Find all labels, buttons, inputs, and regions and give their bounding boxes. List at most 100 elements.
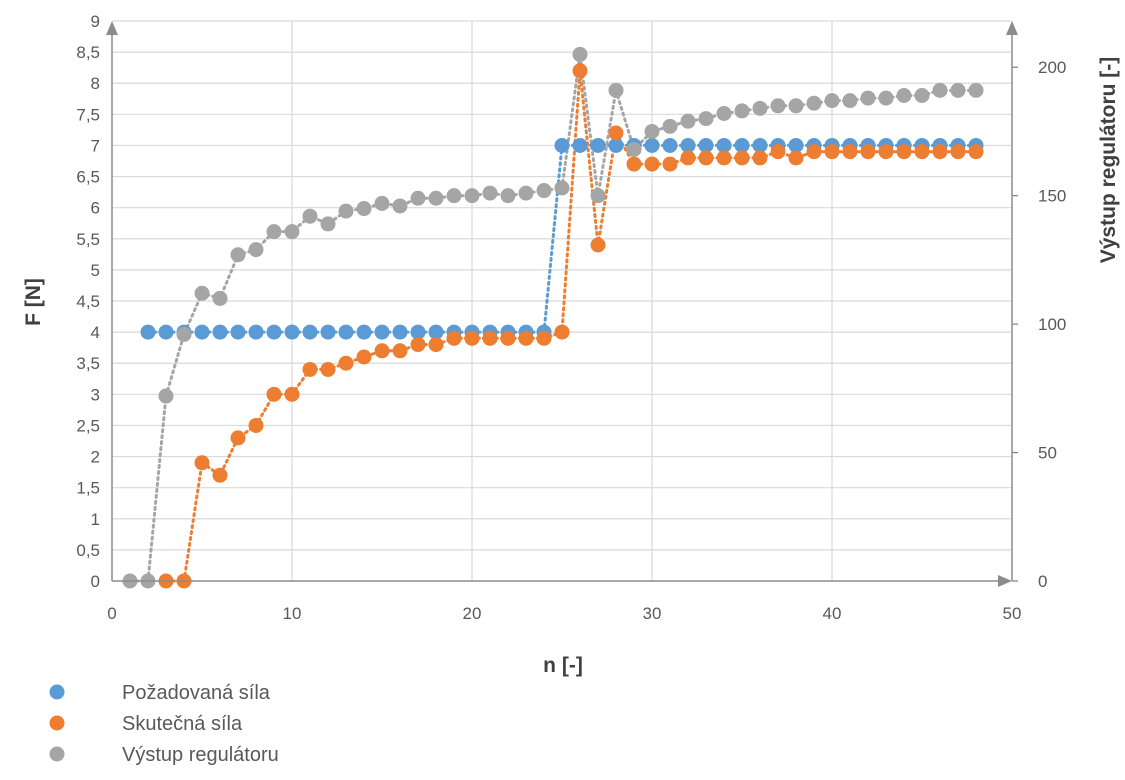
data-point-series-3 bbox=[212, 290, 228, 306]
legend-marker-1 bbox=[49, 684, 65, 700]
data-point-series-1 bbox=[212, 324, 228, 340]
gridlines bbox=[112, 20, 1012, 581]
data-point-series-1 bbox=[338, 324, 354, 340]
data-point-series-2 bbox=[914, 144, 930, 160]
data-point-series-2 bbox=[806, 144, 822, 160]
data-point-series-2 bbox=[626, 156, 642, 172]
data-point-series-3 bbox=[824, 93, 840, 109]
data-point-series-2 bbox=[194, 455, 210, 471]
data-point-series-3 bbox=[176, 326, 192, 342]
data-point-series-2 bbox=[824, 144, 840, 160]
data-point-series-3 bbox=[338, 203, 354, 219]
data-point-series-3 bbox=[518, 185, 534, 201]
x-tick-label: 0 bbox=[107, 604, 116, 623]
y-tick-label: 5 bbox=[91, 261, 100, 280]
data-point-series-2 bbox=[212, 467, 228, 483]
data-point-series-2 bbox=[896, 144, 912, 160]
y-axis-title: F [N] bbox=[22, 278, 45, 326]
data-point-series-2 bbox=[482, 330, 498, 346]
data-point-series-1 bbox=[302, 324, 318, 340]
data-point-series-2 bbox=[464, 330, 480, 346]
data-point-series-1 bbox=[140, 324, 156, 340]
data-point-series-3 bbox=[482, 185, 498, 201]
y-tick-label: 9 bbox=[91, 12, 100, 31]
data-point-series-3 bbox=[302, 208, 318, 224]
data-point-series-3 bbox=[932, 82, 948, 98]
data-point-series-2 bbox=[662, 156, 678, 172]
data-point-series-2 bbox=[410, 337, 426, 353]
data-point-series-2 bbox=[734, 150, 750, 166]
data-point-series-2 bbox=[266, 386, 282, 402]
y-tick-label: 5,5 bbox=[76, 230, 100, 249]
data-point-series-2 bbox=[536, 330, 552, 346]
data-point-series-2 bbox=[572, 63, 588, 79]
y-tick-label: 7,5 bbox=[76, 105, 100, 124]
data-point-series-1 bbox=[320, 324, 336, 340]
data-point-series-3 bbox=[914, 87, 930, 103]
y-tick-label: 3 bbox=[91, 385, 100, 404]
data-point-series-2 bbox=[446, 330, 462, 346]
x-tick-label: 50 bbox=[1003, 604, 1022, 623]
data-point-series-1 bbox=[680, 137, 696, 153]
data-point-series-1 bbox=[230, 324, 246, 340]
data-point-series-3 bbox=[860, 90, 876, 106]
data-point-series-3 bbox=[734, 103, 750, 119]
y2-tick-label: 200 bbox=[1038, 58, 1066, 77]
data-point-series-1 bbox=[788, 137, 804, 153]
legend-label-1: Požadovaná síla bbox=[122, 682, 271, 704]
data-point-series-2 bbox=[860, 144, 876, 160]
data-point-series-3 bbox=[968, 82, 984, 98]
data-point-series-3 bbox=[644, 123, 660, 139]
data-point-series-1 bbox=[392, 324, 408, 340]
data-point-series-3 bbox=[680, 113, 696, 129]
data-point-series-3 bbox=[698, 111, 714, 127]
data-point-series-2 bbox=[788, 150, 804, 166]
data-point-series-2 bbox=[878, 144, 894, 160]
legend-marker-3 bbox=[49, 746, 65, 762]
data-point-series-1 bbox=[572, 137, 588, 153]
data-point-series-2 bbox=[752, 150, 768, 166]
y2-tick-label: 150 bbox=[1038, 187, 1066, 206]
data-point-series-1 bbox=[158, 324, 174, 340]
axes bbox=[106, 21, 1018, 587]
y2-tick-label: 50 bbox=[1038, 444, 1057, 463]
data-point-series-3 bbox=[392, 198, 408, 214]
data-point-series-1 bbox=[698, 137, 714, 153]
y-tick-label: 4 bbox=[91, 323, 100, 342]
data-point-series-3 bbox=[572, 46, 588, 62]
y-tick-label: 1,5 bbox=[76, 479, 100, 498]
data-point-series-1 bbox=[248, 324, 264, 340]
data-point-series-3 bbox=[896, 87, 912, 103]
data-point-series-3 bbox=[320, 216, 336, 232]
data-point-series-2 bbox=[770, 144, 786, 160]
data-point-series-2 bbox=[338, 355, 354, 371]
data-point-series-3 bbox=[266, 224, 282, 240]
data-point-series-2 bbox=[644, 156, 660, 172]
y-tick-label: 8,5 bbox=[76, 43, 100, 62]
data-point-series-2 bbox=[356, 349, 372, 365]
data-point-series-2 bbox=[284, 386, 300, 402]
data-point-series-3 bbox=[806, 95, 822, 111]
y2-axis-title: Výstup regulátoru [-] bbox=[1097, 57, 1120, 264]
data-point-series-3 bbox=[626, 141, 642, 157]
data-point-series-3 bbox=[842, 93, 858, 109]
legend-label-3: Výstup regulátoru bbox=[122, 744, 279, 766]
data-point-series-2 bbox=[302, 361, 318, 377]
series-line-3 bbox=[128, 54, 978, 583]
data-point-series-2 bbox=[590, 237, 606, 253]
data-point-series-3 bbox=[716, 105, 732, 121]
data-point-series-2 bbox=[698, 150, 714, 166]
y-axis-arrow bbox=[106, 21, 118, 35]
data-point-series-3 bbox=[284, 224, 300, 240]
data-point-series-2 bbox=[500, 330, 516, 346]
data-point-series-3 bbox=[194, 285, 210, 301]
x-axis-title: n [-] bbox=[543, 654, 583, 677]
data-point-series-3 bbox=[950, 82, 966, 98]
y-tick-label: 6 bbox=[91, 199, 100, 218]
y2-axis-arrow bbox=[1006, 21, 1018, 35]
data-point-series-3 bbox=[590, 188, 606, 204]
data-point-series-1 bbox=[554, 137, 570, 153]
data-point-series-3 bbox=[770, 98, 786, 114]
y-tick-label: 4,5 bbox=[76, 292, 100, 311]
